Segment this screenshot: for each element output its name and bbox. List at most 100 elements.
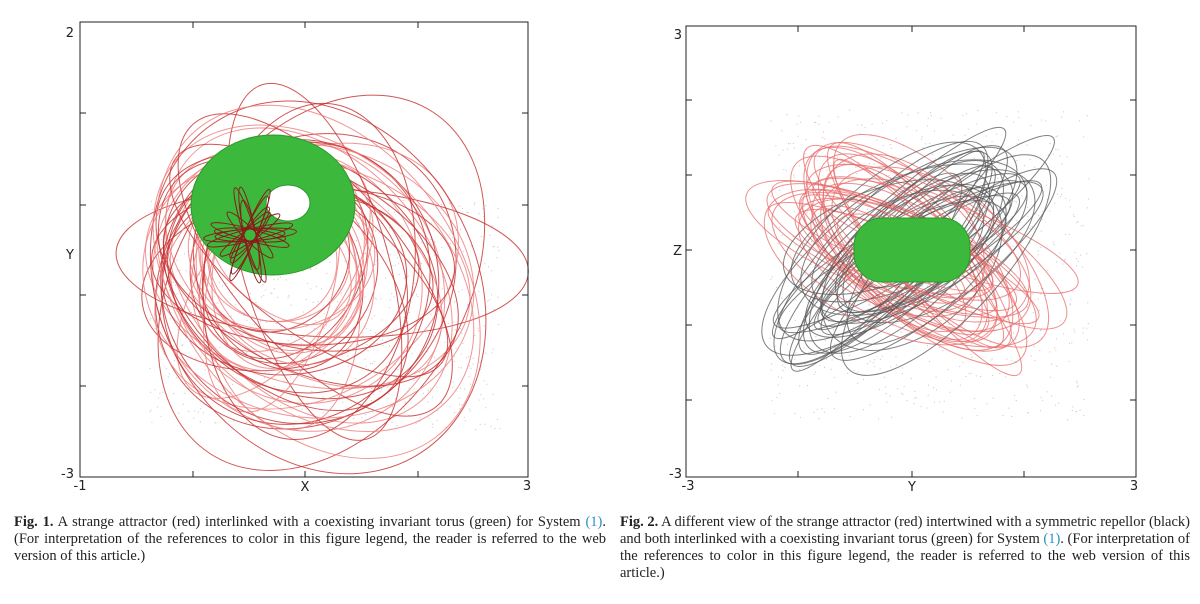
scatter-dot	[968, 373, 970, 375]
scatter-dot	[307, 365, 310, 367]
scatter-dot	[837, 156, 839, 159]
scatter-dot	[857, 382, 859, 384]
scatter-dot	[316, 285, 318, 288]
scatter-dot	[449, 243, 451, 245]
scatter-dot	[348, 348, 350, 350]
scatter-dot	[487, 266, 490, 268]
scatter-dot	[850, 155, 853, 157]
scatter-dot	[1045, 184, 1048, 186]
scatter-dot	[927, 394, 929, 396]
scatter-dot	[1064, 197, 1067, 200]
scatter-dot	[460, 353, 463, 355]
scatter-dot	[315, 267, 317, 270]
scatter-dot	[459, 228, 462, 230]
scatter-dot	[369, 362, 372, 364]
scatter-dot	[263, 294, 265, 297]
caption-label: Fig. 2.	[620, 514, 659, 530]
scatter-dot	[472, 363, 474, 365]
scatter-dot	[312, 301, 314, 303]
scatter-dot	[455, 347, 457, 349]
scatter-dot	[980, 376, 982, 378]
scatter-dot	[202, 412, 204, 414]
scatter-dot	[411, 219, 413, 221]
scatter-dot	[793, 174, 795, 176]
scatter-dot	[1015, 400, 1017, 402]
scatter-dot	[432, 423, 434, 425]
scatter-dot	[933, 130, 935, 132]
scatter-dot	[787, 143, 790, 145]
scatter-dot	[910, 378, 912, 380]
scatter-dot	[985, 156, 987, 158]
scatter-dot	[824, 155, 827, 157]
scatter-dot	[1086, 252, 1088, 255]
scatter-dot	[886, 401, 888, 403]
scatter-dot	[383, 370, 385, 372]
scatter-dot	[470, 245, 473, 247]
scatter-dot	[1038, 309, 1041, 312]
scatter-dot	[868, 162, 871, 165]
scatter-dot	[839, 355, 841, 358]
scatter-dot	[367, 350, 369, 352]
scatter-dot	[830, 368, 832, 370]
scatter-dot	[371, 387, 373, 390]
scatter-dot	[1057, 148, 1059, 150]
scatter-dot	[1055, 338, 1057, 340]
scatter-dot	[280, 405, 282, 407]
scatter-dot	[432, 426, 434, 428]
scatter-dot	[1080, 225, 1082, 227]
scatter-dot	[458, 367, 460, 369]
scatter-dot	[277, 278, 279, 280]
equation-link[interactable]: (1)	[585, 514, 603, 530]
scatter-dot	[993, 155, 995, 157]
scatter-dot	[322, 396, 324, 398]
scatter-dot	[1077, 385, 1079, 387]
scatter-dot	[493, 309, 495, 311]
scatter-dot	[497, 296, 499, 298]
scatter-dot	[950, 315, 952, 317]
scatter-dot	[265, 289, 267, 291]
scatter-dot	[961, 417, 963, 419]
scatter-dot	[1012, 245, 1014, 247]
scatter-dot	[365, 365, 368, 367]
equation-link[interactable]: (1)	[1043, 531, 1061, 547]
scatter-dot	[365, 328, 367, 330]
scatter-dot	[789, 276, 791, 278]
scatter-dot	[389, 299, 391, 301]
scatter-dot	[926, 125, 928, 127]
scatter-dot	[855, 166, 857, 168]
scatter-dot	[426, 347, 428, 349]
scatter-dot	[458, 404, 461, 406]
scatter-dot	[305, 298, 307, 301]
scatter-dot	[1082, 332, 1084, 334]
scatter-dot	[1082, 225, 1085, 227]
scatter-dot	[848, 355, 851, 357]
scatter-dot	[461, 289, 463, 291]
scatter-dot	[843, 325, 845, 327]
scatter-dot	[901, 367, 904, 369]
scatter-dot	[486, 383, 488, 385]
scatter-dot	[795, 352, 797, 354]
scatter-dot	[490, 294, 493, 296]
scatter-dot	[932, 153, 934, 155]
scatter-dot	[787, 148, 789, 150]
scatter-dot	[493, 245, 495, 248]
scatter-dot	[396, 252, 399, 254]
scatter-dot	[290, 408, 292, 410]
torus	[853, 217, 971, 283]
scatter-dot	[1054, 347, 1056, 349]
scatter-dot	[1037, 215, 1040, 217]
scatter-dot	[391, 265, 393, 267]
scatter-dot	[447, 323, 449, 325]
scatter-dot	[408, 387, 410, 389]
scatter-dot	[1057, 135, 1059, 137]
attractor-orbit	[152, 124, 475, 433]
scatter-dot	[900, 331, 902, 333]
scatter-dot	[344, 309, 346, 312]
scatter-dot	[1076, 380, 1078, 382]
scatter-dot	[453, 355, 456, 357]
scatter-dot	[329, 261, 331, 263]
scatter-dot	[770, 363, 773, 365]
scatter-dot	[352, 418, 355, 420]
scatter-dot	[895, 323, 897, 325]
scatter-dot	[948, 324, 950, 326]
